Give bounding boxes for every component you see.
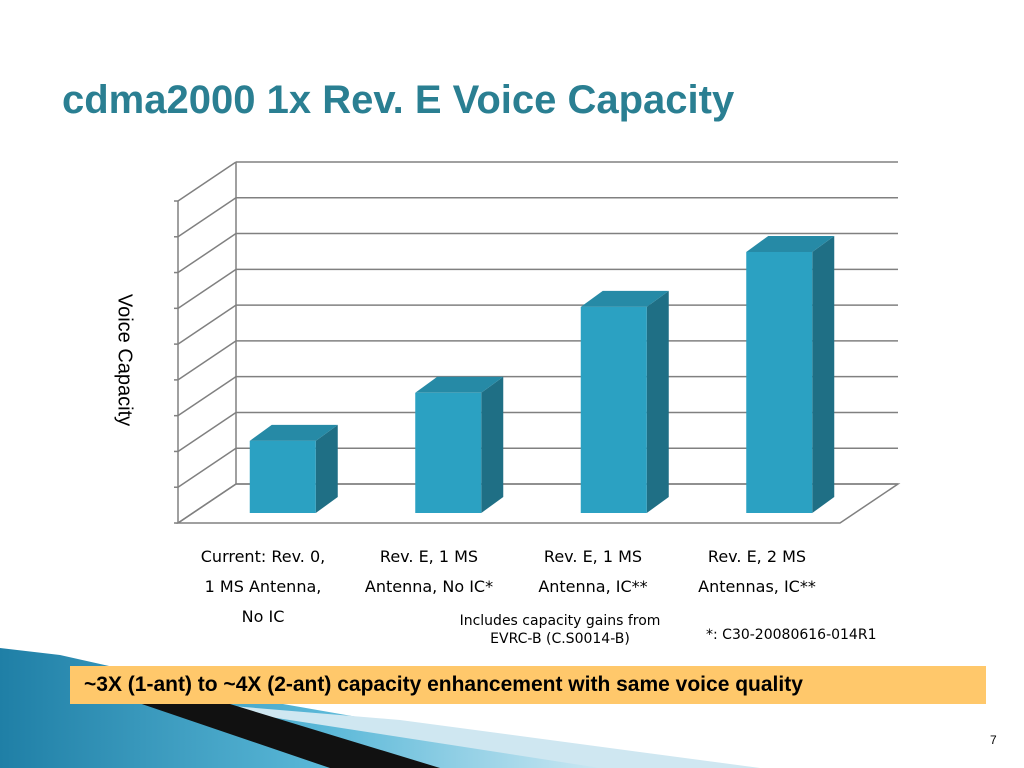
capacity-highlight: ~3X (1-ant) to ~4X (2-ant) capacity enha…	[70, 666, 986, 704]
bar	[746, 235, 835, 513]
chart-floor	[175, 483, 901, 524]
bar	[415, 376, 504, 513]
evrc-note: Includes capacity gains from EVRC-B (C.S…	[459, 613, 661, 647]
bar-side	[481, 376, 504, 513]
bar-top	[746, 235, 835, 252]
reference-note: *: C30-20080616-014R1	[706, 627, 877, 643]
gridline-depth	[177, 447, 237, 488]
bar-side	[646, 290, 669, 513]
gridline-depth	[177, 340, 237, 381]
gridline-depth	[177, 376, 237, 417]
corner-swoosh-black	[130, 700, 440, 768]
bar-front	[580, 306, 647, 513]
gridline-depth	[177, 161, 237, 202]
category-label: Rev. E, 1 MS Antenna, No IC*	[364, 547, 494, 596]
category-label: Rev. E, 2 MS Antennas, IC**	[698, 547, 816, 596]
bar-front	[249, 440, 316, 513]
category-label: Current: Rev. 0, 1 MS Antenna, No IC	[200, 547, 326, 626]
bar-front	[746, 251, 813, 513]
bar-top	[249, 424, 338, 441]
corner-swoosh-light	[160, 700, 760, 768]
bar-side	[812, 235, 835, 513]
bar	[580, 290, 669, 513]
y-axis-label: Voice Capacity	[113, 293, 136, 427]
gridline-depth	[177, 268, 237, 309]
category-label: Rev. E, 1 MS Antenna, IC**	[538, 547, 648, 596]
slide-title: cdma2000 1x Rev. E Voice Capacity	[62, 78, 735, 122]
bar	[249, 424, 338, 513]
chart-bars	[249, 235, 835, 513]
page-number: 7	[990, 733, 997, 747]
bar-top	[580, 290, 669, 307]
bar-front	[415, 392, 482, 513]
gridline-depth	[177, 411, 237, 453]
corner-swoosh-blue	[0, 648, 650, 768]
bar-top	[415, 376, 504, 393]
gridline-depth	[177, 197, 237, 238]
gridline-depth	[177, 232, 237, 274]
gridline-depth	[177, 304, 237, 345]
bar-side	[315, 424, 338, 513]
